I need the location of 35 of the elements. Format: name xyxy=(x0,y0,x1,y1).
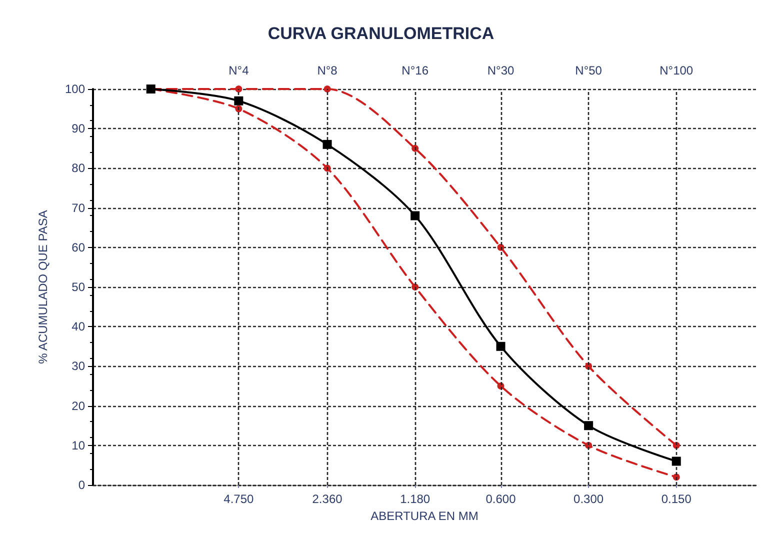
point xyxy=(584,421,594,430)
y-tick-label: 90 xyxy=(72,122,86,136)
text: N°100 xyxy=(660,64,694,78)
point xyxy=(322,140,332,149)
y-tick-label: 10 xyxy=(72,438,86,452)
x-tick-label: 1.180 xyxy=(400,492,430,506)
text: N°8 xyxy=(317,64,338,78)
point xyxy=(234,96,244,106)
y-tick-label: 0 xyxy=(78,478,86,492)
x-axis-title: ABERTURA EN MM xyxy=(370,508,478,523)
point xyxy=(672,456,681,466)
y-tick-label: 80 xyxy=(72,161,86,176)
point xyxy=(412,144,419,152)
y-tick-label: 60 xyxy=(72,240,86,254)
y-axis-title: % ACUMULADO QUE PASA xyxy=(36,210,50,364)
y-tick-label: 70 xyxy=(72,200,86,215)
y-tick-label: 100 xyxy=(64,82,86,96)
text: N°50 xyxy=(575,64,602,78)
y-tick-label: 20 xyxy=(72,398,86,413)
text: N°16 xyxy=(402,64,429,78)
y-tick-label: 40 xyxy=(72,320,86,334)
y-tick-label: 30 xyxy=(72,359,86,374)
x-tick-label: 0.150 xyxy=(661,492,692,506)
text: N°4 xyxy=(228,64,250,78)
x-tick-label: 4.750 xyxy=(224,492,254,506)
x-tick-label: 0.300 xyxy=(574,492,604,506)
chart-title: CURVA GRANULOMETRICA xyxy=(268,24,494,43)
point xyxy=(235,86,242,92)
point xyxy=(324,86,331,92)
x-tick-label: 2.360 xyxy=(312,492,343,506)
point xyxy=(496,342,506,351)
y-tick-label: 50 xyxy=(72,280,86,294)
x-tick-label: 0.600 xyxy=(486,492,516,506)
text: N°30 xyxy=(487,64,514,78)
point xyxy=(410,211,420,220)
